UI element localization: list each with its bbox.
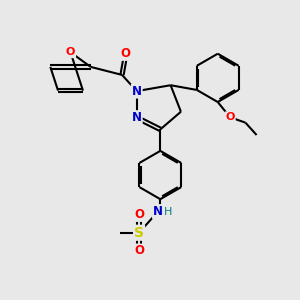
Text: H: H <box>164 206 173 217</box>
Text: O: O <box>134 208 144 221</box>
Text: N: N <box>132 85 142 98</box>
Text: S: S <box>134 226 144 240</box>
Text: O: O <box>66 47 75 57</box>
Text: O: O <box>225 112 235 122</box>
Text: O: O <box>121 47 131 60</box>
Text: N: N <box>132 111 142 124</box>
Text: N: N <box>153 205 163 218</box>
Text: O: O <box>134 244 144 257</box>
